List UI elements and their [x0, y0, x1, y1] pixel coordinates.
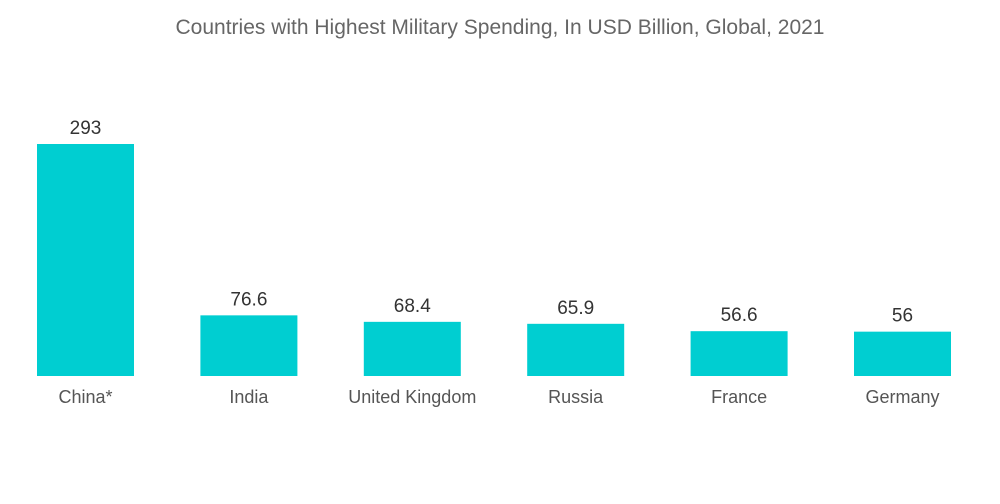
- bar-germany: [854, 331, 951, 376]
- data-label: 56: [892, 306, 913, 327]
- x-tick-label: India: [229, 387, 269, 407]
- chart-title: Countries with Highest Military Spending…: [175, 16, 825, 39]
- x-tick-label: Germany: [865, 387, 939, 407]
- bar-france: [690, 331, 788, 376]
- x-tick-label: France: [711, 387, 767, 407]
- data-label: 76.6: [230, 289, 267, 310]
- x-tick-label: Russia: [548, 387, 604, 407]
- data-label: 293: [70, 118, 102, 139]
- bar-united-kingdom: [363, 321, 461, 376]
- data-label: 68.4: [394, 296, 431, 317]
- bar-india: [200, 315, 298, 376]
- bar-russia: [527, 323, 625, 376]
- bar-china: [37, 144, 134, 376]
- x-tick-label: United Kingdom: [348, 387, 476, 407]
- x-tick-label: China*: [58, 387, 112, 407]
- data-label: 65.9: [557, 298, 594, 319]
- data-label: 56.6: [721, 305, 758, 326]
